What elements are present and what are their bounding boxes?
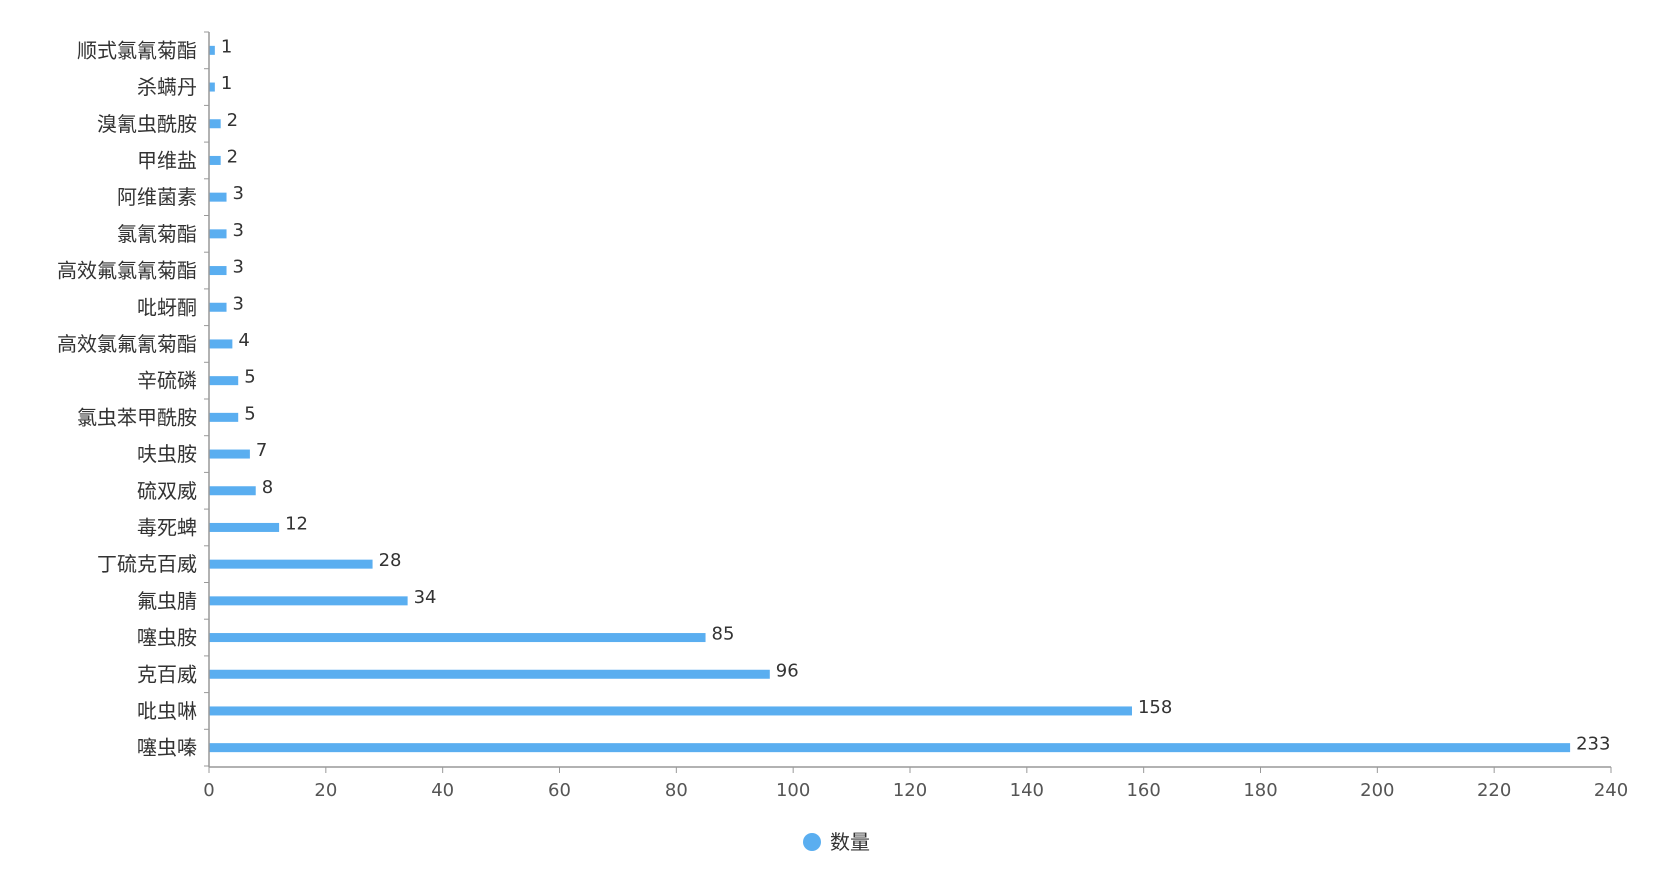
bar[interactable] xyxy=(209,596,408,606)
category-label: 辛硫磷 xyxy=(137,369,197,393)
bar[interactable] xyxy=(209,376,239,386)
category-label: 溴氰虫酰胺 xyxy=(97,112,197,136)
category-label: 阿维菌素 xyxy=(117,185,197,209)
category-label: 毒死蜱 xyxy=(137,515,197,539)
data-label: 4 xyxy=(238,330,249,351)
x-tick-label: 100 xyxy=(776,780,810,801)
bar[interactable] xyxy=(209,412,239,422)
x-tick-label: 60 xyxy=(548,780,571,801)
category-label: 甲维盐 xyxy=(137,148,197,172)
data-label: 34 xyxy=(414,587,437,608)
x-tick-label: 40 xyxy=(431,780,454,801)
x-tick-label: 0 xyxy=(203,780,214,801)
bar[interactable] xyxy=(209,45,215,55)
x-tick-label: 80 xyxy=(665,780,688,801)
bar[interactable] xyxy=(209,559,373,569)
bar[interactable] xyxy=(209,669,770,679)
x-tick-label: 180 xyxy=(1243,780,1277,801)
category-label: 氯虫苯甲酰胺 xyxy=(77,405,197,429)
data-label: 8 xyxy=(262,477,273,498)
bar[interactable] xyxy=(209,266,227,276)
bar[interactable] xyxy=(209,449,250,459)
bar[interactable] xyxy=(209,155,221,165)
x-tick-label: 220 xyxy=(1477,780,1511,801)
category-labels: 顺式氯氰菊酯杀螨丹溴氰虫酰胺甲维盐阿维菌素氯氰菊酯高效氟氯氰菊酯吡蚜酮高效氯氟氰… xyxy=(57,38,197,759)
data-label: 158 xyxy=(1138,697,1172,718)
bars-layer xyxy=(209,45,1571,753)
legend-label[interactable]: 数量 xyxy=(830,830,870,854)
category-label: 噻虫胺 xyxy=(137,626,197,650)
x-tick-label: 120 xyxy=(893,780,927,801)
category-label: 吡蚜酮 xyxy=(137,295,197,319)
data-label: 2 xyxy=(227,110,238,131)
data-label: 12 xyxy=(285,513,308,534)
data-label: 96 xyxy=(776,660,799,681)
bar[interactable] xyxy=(209,339,233,349)
bar[interactable] xyxy=(209,486,256,496)
legend-marker-icon[interactable] xyxy=(803,833,821,851)
bar[interactable] xyxy=(209,119,221,129)
data-label: 3 xyxy=(233,257,244,278)
data-label: 1 xyxy=(221,36,232,57)
category-label: 高效氯氟氰菊酯 xyxy=(57,332,197,356)
category-label: 氯氰菊酯 xyxy=(117,222,197,246)
x-tick-label: 240 xyxy=(1594,780,1628,801)
bar[interactable] xyxy=(209,706,1132,716)
category-label: 高效氟氯氰菊酯 xyxy=(57,259,197,283)
data-label: 28 xyxy=(379,550,402,571)
category-label: 杀螨丹 xyxy=(137,75,197,99)
category-label: 丁硫克百威 xyxy=(97,552,197,576)
bar[interactable] xyxy=(209,82,215,92)
bar[interactable] xyxy=(209,229,227,239)
data-label: 7 xyxy=(256,440,267,461)
bar[interactable] xyxy=(209,522,280,532)
data-label: 3 xyxy=(233,293,244,314)
data-label: 3 xyxy=(233,183,244,204)
category-label: 噻虫嗪 xyxy=(137,736,197,760)
data-label: 233 xyxy=(1576,734,1610,755)
axes: 0 20 40 60 80 100 120 140 160 180 200 220 240 xyxy=(203,31,1628,801)
data-label: 5 xyxy=(244,367,255,388)
data-label: 85 xyxy=(712,624,735,645)
data-label: 5 xyxy=(244,403,255,424)
category-label: 硫双威 xyxy=(137,479,197,503)
x-tick-label: 200 xyxy=(1360,780,1394,801)
x-tick-label: 140 xyxy=(1010,780,1044,801)
data-label: 2 xyxy=(227,146,238,167)
x-tick-label: 20 xyxy=(314,780,337,801)
x-tick-label: 160 xyxy=(1126,780,1160,801)
category-label: 克百威 xyxy=(137,662,197,686)
bar[interactable] xyxy=(209,743,1571,753)
category-label: 氟虫腈 xyxy=(137,589,197,613)
category-label: 顺式氯氰菊酯 xyxy=(77,38,197,62)
bar[interactable] xyxy=(209,192,227,202)
data-label: 1 xyxy=(221,73,232,94)
category-label: 呋虫胺 xyxy=(137,442,197,466)
bar[interactable] xyxy=(209,302,227,312)
legend[interactable]: 数量 xyxy=(803,830,870,854)
category-label: 吡虫啉 xyxy=(137,699,197,723)
data-label: 3 xyxy=(233,220,244,241)
bar[interactable] xyxy=(209,633,706,643)
